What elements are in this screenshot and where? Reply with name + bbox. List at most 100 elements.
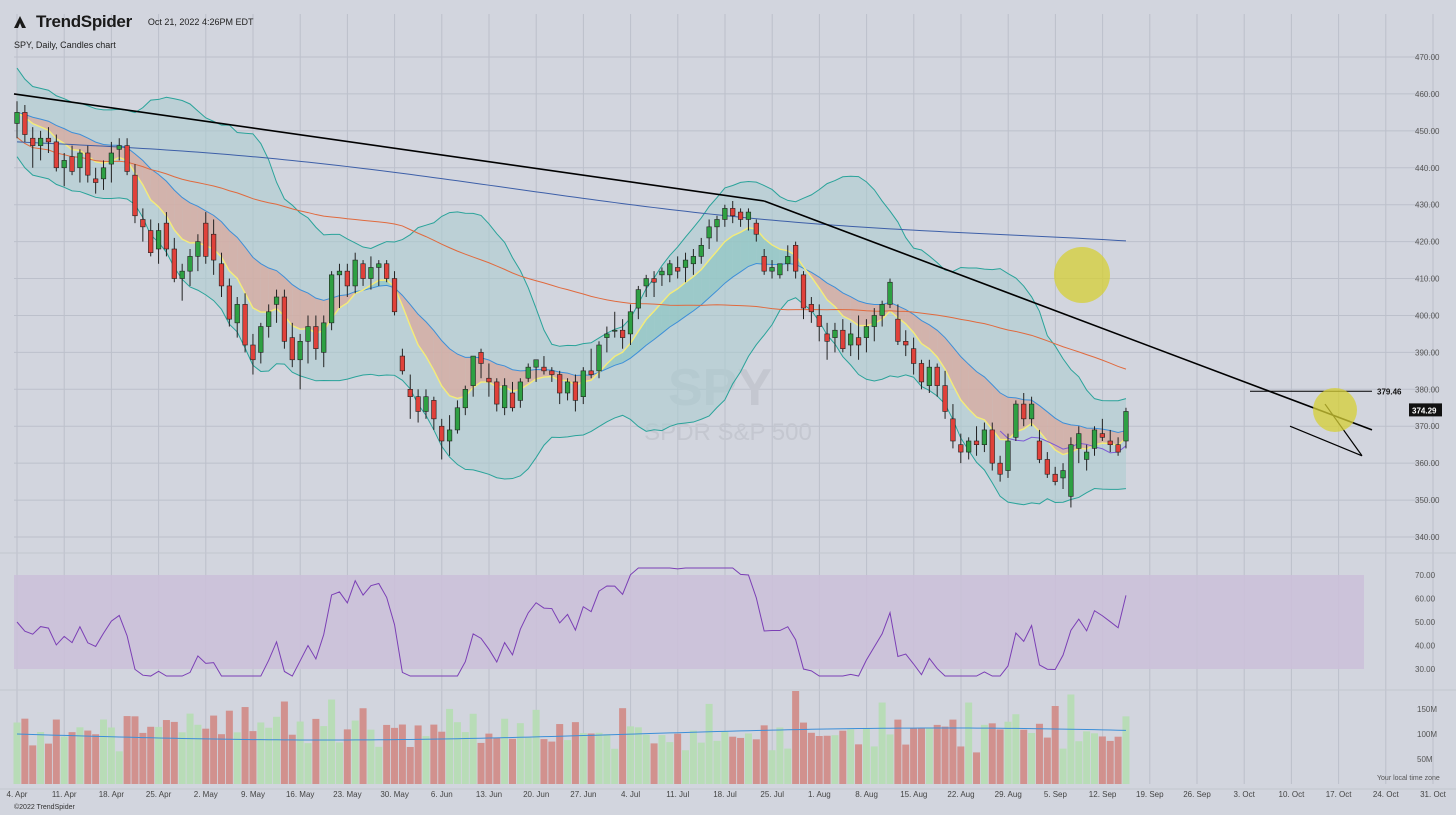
candle-body[interactable]: [352, 259, 358, 287]
candle-body[interactable]: [533, 359, 539, 368]
candle-body[interactable]: [407, 389, 413, 397]
candle-body[interactable]: [1060, 470, 1066, 479]
candle-body[interactable]: [517, 381, 523, 401]
candle-body[interactable]: [1036, 440, 1043, 460]
candle-body[interactable]: [273, 296, 280, 305]
candle-body[interactable]: [1107, 440, 1113, 445]
candle-body[interactable]: [643, 278, 649, 287]
candle-body[interactable]: [698, 245, 704, 257]
candle-body[interactable]: [360, 263, 366, 279]
candle-body[interactable]: [690, 256, 696, 265]
candle-body[interactable]: [604, 333, 610, 338]
candle-body[interactable]: [855, 337, 862, 346]
trendline-long[interactable]: [13, 93, 765, 202]
candle-body[interactable]: [344, 270, 350, 287]
candle-body[interactable]: [997, 462, 1003, 475]
candle-body[interactable]: [1076, 433, 1082, 449]
candle-body[interactable]: [384, 263, 390, 279]
candle-body[interactable]: [124, 145, 130, 172]
candle-body[interactable]: [368, 267, 374, 279]
candle-body[interactable]: [486, 377, 492, 383]
candle-body[interactable]: [30, 137, 36, 146]
candle-body[interactable]: [1005, 440, 1011, 471]
candle-body[interactable]: [266, 311, 272, 327]
candle-body[interactable]: [950, 418, 956, 442]
candle-body[interactable]: [171, 248, 177, 279]
candle-body[interactable]: [234, 304, 240, 324]
candle-body[interactable]: [226, 285, 232, 320]
timezone-note[interactable]: Your local time zone: [1377, 775, 1440, 782]
candle-body[interactable]: [218, 263, 225, 287]
candle-body[interactable]: [140, 219, 146, 228]
candle-body[interactable]: [116, 145, 122, 150]
candle-body[interactable]: [863, 326, 870, 338]
candle-body[interactable]: [549, 370, 555, 375]
candle-body[interactable]: [439, 425, 445, 442]
candle-body[interactable]: [77, 152, 83, 169]
candle-body[interactable]: [580, 370, 586, 397]
candle-body[interactable]: [895, 318, 901, 342]
candle-body[interactable]: [525, 366, 531, 379]
candle-body[interactable]: [832, 329, 838, 338]
candle-body[interactable]: [753, 222, 759, 235]
candle-body[interactable]: [37, 137, 44, 146]
candle-body[interactable]: [588, 370, 594, 375]
candle-body[interactable]: [706, 226, 712, 239]
candle-body[interactable]: [785, 256, 791, 265]
candle-body[interactable]: [871, 315, 877, 327]
candle-body[interactable]: [596, 344, 602, 372]
candle-body[interactable]: [730, 208, 736, 217]
candle-body[interactable]: [934, 366, 940, 386]
candle-body[interactable]: [769, 267, 775, 272]
candle-body[interactable]: [1068, 444, 1074, 497]
candle-body[interactable]: [45, 137, 52, 143]
candle-body[interactable]: [966, 440, 972, 453]
candle-body[interactable]: [777, 263, 783, 276]
candle-body[interactable]: [989, 429, 995, 464]
candle-body[interactable]: [313, 326, 319, 349]
candle-body[interactable]: [714, 219, 720, 228]
candle-body[interactable]: [462, 389, 468, 409]
candle-body[interactable]: [454, 407, 461, 431]
candle-body[interactable]: [557, 374, 563, 394]
candle-body[interactable]: [745, 211, 752, 220]
candle-body[interactable]: [1123, 411, 1129, 442]
candle-body[interactable]: [93, 178, 99, 183]
candle-body[interactable]: [824, 333, 830, 342]
candle-body[interactable]: [973, 440, 980, 445]
candle-body[interactable]: [22, 112, 28, 135]
candle-body[interactable]: [793, 245, 799, 272]
candle-body[interactable]: [108, 152, 114, 165]
candle-body[interactable]: [1028, 403, 1035, 420]
candle-body[interactable]: [981, 429, 987, 445]
candle-body[interactable]: [148, 230, 154, 253]
candle-body[interactable]: [494, 381, 500, 405]
candle-body[interactable]: [423, 396, 429, 412]
candle-body[interactable]: [1091, 429, 1098, 449]
candle-body[interactable]: [61, 160, 67, 169]
candle-body[interactable]: [415, 396, 421, 412]
candle-body[interactable]: [879, 304, 885, 316]
candle-body[interactable]: [887, 281, 893, 305]
candle-body[interactable]: [737, 211, 744, 220]
candle-body[interactable]: [1084, 451, 1090, 460]
candle-body[interactable]: [502, 385, 508, 409]
candle-body[interactable]: [572, 381, 579, 401]
candle-body[interactable]: [564, 381, 571, 394]
candle-body[interactable]: [627, 311, 634, 335]
candle-body[interactable]: [1044, 459, 1050, 475]
candle-body[interactable]: [541, 366, 547, 372]
candle-body[interactable]: [203, 222, 209, 257]
candle-body[interactable]: [840, 329, 846, 349]
candle-body[interactable]: [1021, 403, 1027, 420]
candle-body[interactable]: [675, 267, 681, 272]
candle-body[interactable]: [297, 341, 303, 361]
candle-body[interactable]: [321, 322, 327, 353]
candle-body[interactable]: [250, 344, 256, 361]
highlight-circle[interactable]: [1054, 247, 1110, 303]
candle-body[interactable]: [1013, 403, 1019, 438]
candle-body[interactable]: [800, 274, 807, 309]
candle-body[interactable]: [132, 174, 138, 217]
candle-body[interactable]: [903, 341, 909, 346]
